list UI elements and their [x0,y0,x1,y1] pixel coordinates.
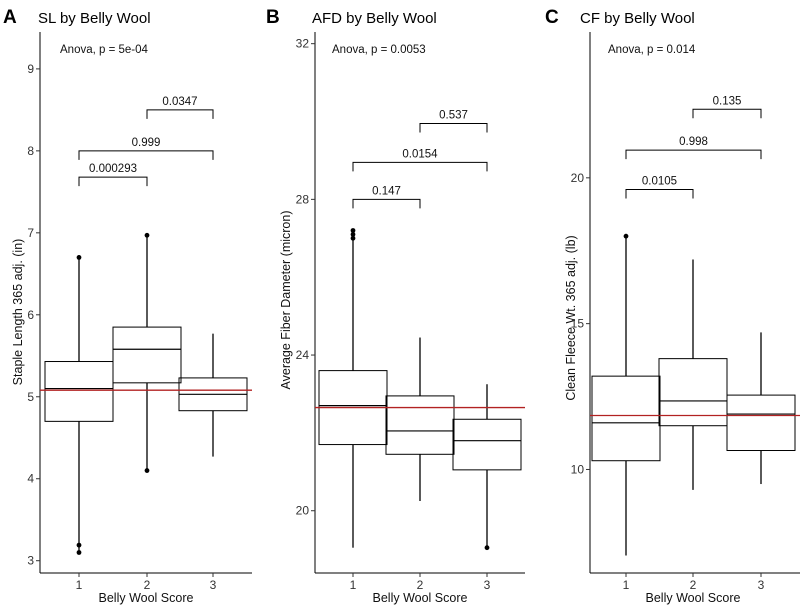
box-body [452,418,522,471]
bracket-p-value: 0.537 [439,109,468,121]
y-axis-title-afd: Average Fiber Dameter (micron) [279,211,293,390]
x-axis-title-sl: Belly Wool Score [99,591,194,605]
bracket-line [352,161,488,172]
x-axis-title-afd: Belly Wool Score [373,591,468,605]
outlier-point [76,542,82,548]
outlier-point [144,232,150,238]
y-tick-label-sl: 5 [27,390,34,404]
y-tick-label-sl: 4 [27,472,34,486]
anova-label-cf: Anova, p = 0.014 [608,44,696,56]
box-afd-2 [385,337,455,501]
panel-title-sl: SL by Belly Wool [38,10,151,27]
comparison-bracket-cf: 0.135 [692,95,762,119]
y-tick-label-sl: 9 [27,62,34,76]
bracket-p-value: 0.000293 [89,163,137,175]
y-tick-label-sl: 6 [27,308,34,322]
bracket-line [352,198,421,209]
panel-afd: B AFD by Belly Wool Average Fiber Damete… [266,7,525,605]
comparison-bracket-sl: 0.0347 [146,96,214,119]
bracket-line [78,176,148,187]
comparison-bracket-sl: 0.999 [78,137,214,160]
panel-title-afd: AFD by Belly Wool [312,10,437,27]
outlier-point [350,235,356,241]
panel-sl: A SL by Belly Wool Staple Length 365 adj… [3,7,252,605]
bracket-line [146,109,214,119]
box-body [112,326,182,384]
y-tick-label-afd: 32 [296,37,310,51]
bracket-p-value: 0.135 [713,95,742,107]
panel-cf: C CF by Belly Wool Clean Fleece Wt. 365 … [545,7,800,605]
anova-label-sl: Anova, p = 5e-04 [60,44,149,56]
x-tick-label-afd: 1 [350,578,357,592]
x-tick-label-sl: 2 [144,578,151,592]
y-tick-label-cf: 10 [571,462,585,476]
bracket-p-value: 0.0154 [402,148,438,160]
bracket-line [78,150,214,160]
box-sl-1 [44,255,114,555]
y-tick-label-cf: 15 [571,317,585,331]
y-tick-label-sl: 3 [27,554,34,568]
panel-label-c: C [545,7,559,28]
box-afd-1 [318,228,388,548]
y-tick-label-sl: 7 [27,226,34,240]
comparison-bracket-cf: 0.0105 [625,175,694,199]
box-cf-3 [726,332,796,485]
bracket-line [692,108,762,119]
box-body [385,395,455,455]
bracket-line [419,122,488,133]
box-body [44,361,114,422]
y-tick-label-afd: 20 [296,504,310,518]
anova-label-afd: Anova, p = 0.0053 [332,44,426,56]
x-tick-label-sl: 1 [76,578,83,592]
outlier-point [76,255,82,260]
x-tick-label-afd: 3 [484,578,491,592]
panel-label-a: A [3,7,17,28]
box-sl-3 [178,333,248,457]
y-tick-label-afd: 24 [296,348,310,362]
bracket-p-value: 0.0347 [162,96,197,108]
x-tick-label-sl: 3 [210,578,217,592]
y-axis-title-sl: Staple Length 365 adj. (in) [11,239,25,386]
bracket-p-value: 0.999 [132,137,161,149]
comparison-bracket-afd: 0.537 [419,109,488,133]
bracket-p-value: 0.0105 [642,175,677,187]
outlier-point [350,228,356,233]
bracket-p-value: 0.147 [372,185,401,197]
panel-title-cf: CF by Belly Wool [580,10,695,27]
x-tick-label-cf: 2 [690,578,697,592]
bracket-p-value: 0.998 [679,136,708,148]
outlier-point [144,468,150,473]
outlier-point [76,550,82,555]
y-tick-label-sl: 8 [27,144,34,158]
box-cf-1 [591,233,661,556]
box-cf-2 [658,259,728,490]
outlier-point [350,231,356,237]
x-tick-label-cf: 1 [623,578,630,592]
bracket-line [625,188,694,199]
outlier-point [484,545,490,551]
x-tick-label-cf: 3 [758,578,765,592]
box-sl-2 [112,232,182,473]
y-axis-title-cf: Clean Fleece Wt. 365 adj. (lb) [564,235,578,400]
box-body [591,375,661,462]
comparison-bracket-sl: 0.000293 [78,163,148,187]
comparison-bracket-afd: 0.147 [352,185,421,209]
box-body [726,394,796,452]
box-afd-3 [452,384,522,551]
y-tick-label-cf: 20 [571,171,585,185]
y-tick-label-afd: 28 [296,192,310,206]
comparison-bracket-cf: 0.998 [625,136,762,160]
comparison-bracket-afd: 0.0154 [352,148,488,172]
bracket-line [625,149,762,160]
x-tick-label-afd: 2 [417,578,424,592]
box-body [658,358,728,427]
panel-label-b: B [266,7,280,28]
x-axis-title-cf: Belly Wool Score [646,591,741,605]
outlier-point [623,233,629,239]
